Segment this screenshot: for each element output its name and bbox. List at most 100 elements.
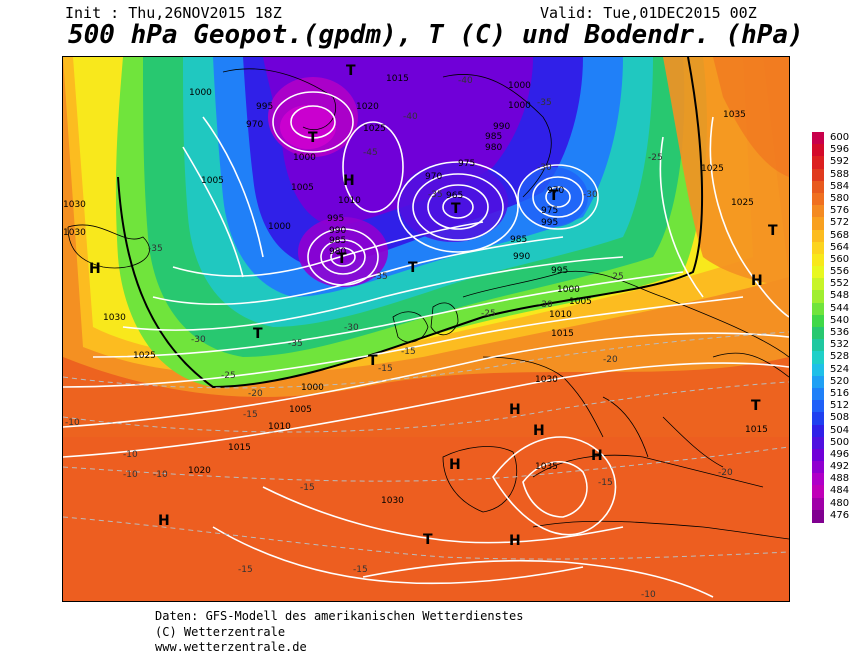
pressure-label: 1005	[569, 297, 592, 307]
temperature-label: -20	[248, 389, 263, 399]
legend-label: 568	[830, 229, 850, 241]
legend-label: 520	[830, 375, 850, 387]
pressure-label: 980	[329, 247, 346, 257]
temperature-label-group: -40 -40 -45 -35 -35 -30 -30 -25 -35 -30 …	[65, 76, 733, 600]
pressure-label: 970	[246, 120, 263, 130]
legend-label: 592	[830, 156, 850, 168]
temperature-label: -30	[583, 190, 598, 200]
low-symbol: T	[768, 223, 778, 239]
pressure-label: 965	[446, 191, 463, 201]
legend-swatch	[812, 473, 824, 486]
legend-swatch	[812, 156, 824, 170]
pressure-label: 1000	[189, 88, 212, 98]
legend-swatch	[812, 241, 824, 255]
legend-swatch	[812, 327, 824, 340]
temperature-label: -35	[537, 98, 552, 108]
high-symbol: H	[158, 513, 170, 529]
temperature-label: -10	[153, 470, 168, 480]
temperature-label: -30	[191, 335, 206, 345]
legend-label: 488	[830, 473, 850, 485]
legend-swatch	[812, 436, 824, 450]
legend-swatch	[812, 485, 824, 499]
temperature-label: -40	[458, 76, 473, 86]
legend-swatch	[812, 229, 824, 243]
pressure-label: 995	[327, 214, 344, 224]
pressure-label: 1030	[381, 496, 404, 506]
legend-label: 476	[830, 509, 850, 521]
temperature-label: -10	[641, 590, 656, 600]
pressure-label: 990	[329, 226, 346, 236]
legend-swatch	[812, 132, 824, 145]
legend-swatch	[812, 351, 824, 365]
legend-swatch	[812, 339, 824, 352]
legend-label: 524	[830, 363, 850, 375]
legend-swatch	[812, 168, 824, 182]
pressure-label: 1035	[723, 110, 746, 120]
legend-swatch	[812, 192, 824, 206]
pressure-label: 1005	[201, 176, 224, 186]
pressure-label: 990	[513, 252, 530, 262]
legend-label: 588	[830, 168, 850, 180]
temperature-label: -15	[598, 478, 613, 488]
pressure-label: 995	[256, 102, 273, 112]
legend-swatch	[812, 253, 824, 267]
low-symbol: T	[451, 201, 461, 217]
high-symbol: H	[89, 261, 101, 277]
temperature-label: -15	[401, 347, 416, 357]
legend-label: 564	[830, 241, 850, 253]
legend-label: 552	[830, 278, 850, 290]
legend-label: 492	[830, 461, 850, 473]
pressure-label: 1010	[549, 310, 572, 320]
pressure-label: 985	[329, 236, 346, 246]
legend-swatch	[812, 290, 824, 304]
temperature-label: -35	[288, 339, 303, 349]
pressure-label: 980	[485, 143, 502, 153]
legend-swatch	[812, 180, 824, 194]
pressure-label: 1015	[745, 425, 768, 435]
legend-label: 536	[830, 327, 850, 338]
low-symbol: H	[533, 423, 545, 439]
low-symbol: T	[408, 260, 418, 276]
pressure-label: 1000	[293, 153, 316, 163]
temperature-label: -20	[603, 355, 618, 365]
legend-swatch	[812, 509, 824, 523]
temperature-label: -35	[148, 244, 163, 254]
pressure-label: 1000	[557, 285, 580, 295]
pressure-label: 985	[510, 235, 527, 245]
pressure-label-group: 1000 995 970 1000 1005 1030 1015 1020 10…	[63, 74, 768, 506]
temperature-label: -15	[300, 483, 315, 493]
high-symbol: H	[449, 457, 461, 473]
pressure-label: 1025	[363, 124, 386, 134]
temperature-label: -40	[403, 112, 418, 122]
legend-label: 496	[830, 448, 850, 460]
pressure-label: 1015	[551, 329, 574, 339]
legend-swatch	[812, 461, 824, 474]
legend-label: 512	[830, 400, 850, 412]
temperature-label: -25	[648, 153, 663, 163]
temperature-label: -25	[481, 309, 496, 319]
high-symbol: H	[751, 273, 763, 289]
pressure-label: 1000	[508, 101, 531, 111]
low-symbol: T	[751, 398, 761, 414]
legend-swatch	[812, 448, 824, 462]
pressure-label: 1025	[701, 164, 724, 174]
legend-swatch	[812, 424, 824, 438]
isotherms	[63, 331, 789, 560]
legend-label: 500	[830, 436, 850, 448]
pressure-label: 1030	[103, 313, 126, 323]
legend-label: 484	[830, 485, 850, 497]
low-symbol: T	[337, 251, 347, 267]
legend-label: 504	[830, 424, 850, 436]
legend-swatch	[812, 217, 824, 230]
pressure-label: 970	[425, 172, 442, 182]
pressure-label: 1020	[356, 102, 379, 112]
legend-swatch	[812, 400, 824, 413]
low-symbol: T	[549, 188, 559, 204]
color-legend	[812, 132, 824, 523]
pressure-label: 1000	[301, 383, 324, 393]
legend-label: 548	[830, 290, 850, 302]
legend-label: 516	[830, 387, 850, 399]
temperature-label: -15	[378, 364, 393, 374]
init-time: Init : Thu,26NOV2015 18Z	[65, 4, 282, 22]
pressure-label: 1025	[133, 351, 156, 361]
